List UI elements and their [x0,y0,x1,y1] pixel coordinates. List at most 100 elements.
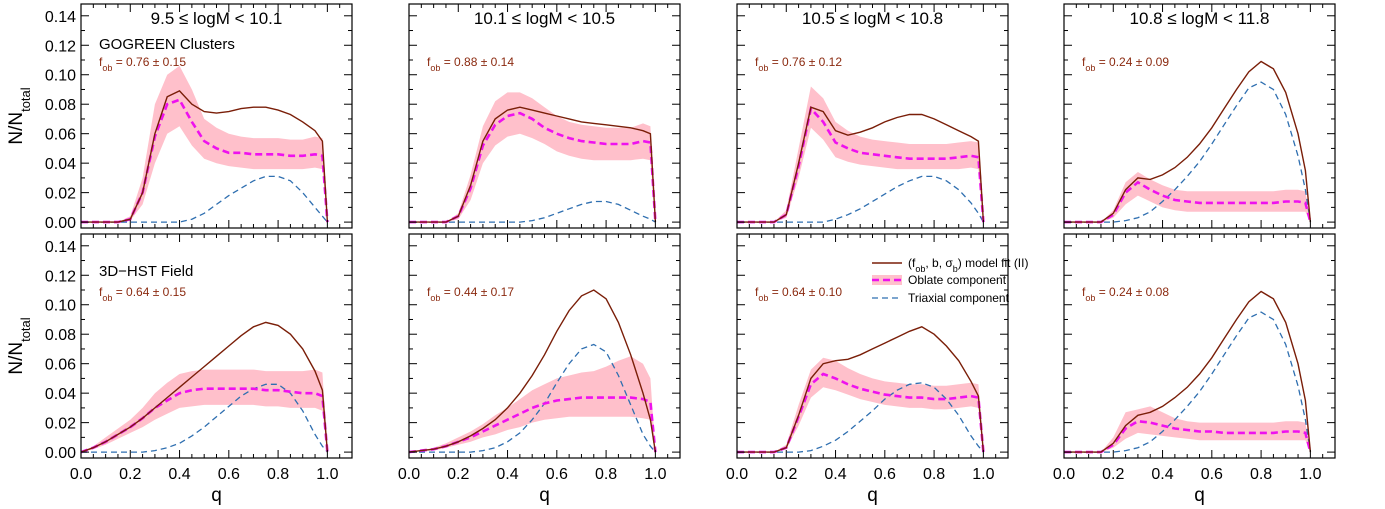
y-tick-label: 0.10 [45,68,76,85]
fob-sub: ob [430,293,440,303]
fob-f: f [1082,55,1086,69]
x-tick-label: 0.2 [1102,466,1124,483]
fob-annotation: fob = 0.44 ± 0.17 [427,285,514,303]
column-title: 9.5 ≤ logM < 10.1 [151,9,283,28]
fob-f: f [99,285,103,299]
panel-frame [736,3,1009,229]
oblate-band [409,92,656,223]
legend-oblate-label: Oblate component [908,273,1007,287]
triaxial-line [1064,311,1312,453]
x-tick-label: 0.8 [1250,466,1272,483]
y-tick-label: 0.04 [45,156,76,173]
fob-f: f [427,285,431,299]
fob-annotation: fob = 0.64 ± 0.10 [755,285,842,303]
panel-r1-c3: 0.0 0.2 0.4 0.6 0.8 1.0 q fob = 0.24 ± 0.08 [1053,233,1336,506]
x-tick-label: 1.0 [316,466,338,483]
triaxial-line [81,175,328,223]
legend-triaxial-label: Triaxial component [908,291,1010,305]
x-tick-label: 0.6 [546,466,568,483]
fob-value: = 0.64 ± 0.15 [112,285,186,299]
x-tick-label: 0.0 [70,466,92,483]
x-tick-label: 0.4 [168,466,190,483]
y-axis-label: N/Ntotal [6,317,33,374]
fob-annotation: fob = 0.76 ± 0.15 [99,55,186,73]
legend-model-sub1: ob [915,264,925,274]
y-tick-label: 0.06 [45,357,76,374]
fob-sub: ob [430,63,440,73]
triaxial-line [737,175,984,223]
x-tick-label: 0.6 [874,466,896,483]
fob-value: = 0.88 ± 0.14 [440,55,514,69]
legend-model-sub2: b [953,264,958,274]
fob-value: = 0.76 ± 0.15 [112,55,186,69]
fob-sub: ob [102,63,112,73]
fob-annotation: fob = 0.24 ± 0.08 [1082,285,1169,303]
column-title: 10.5 ≤ logM < 10.8 [802,9,943,28]
fob-annotation: fob = 0.88 ± 0.14 [427,55,514,73]
fob-sub: ob [1085,293,1095,303]
x-tick-label: 0.8 [595,466,617,483]
model-line [408,289,657,453]
oblate-band [81,369,328,453]
legend: (fob, b, σb) model fit (II)Oblate compon… [872,256,1028,305]
legend-model-tail: ) model fit (II) [958,256,1029,270]
y-axis-label-sub: total [18,87,33,112]
x-axis-label: q [1194,485,1205,506]
fob-value: = 0.24 ± 0.08 [1095,285,1169,299]
y-axis-label-main: N/N [6,342,27,375]
x-tick-label: 0.2 [775,466,797,483]
y-tick-label: 0.14 [45,9,76,26]
fob-sub: ob [1085,63,1095,73]
y-tick-label: 0.08 [45,327,76,344]
triaxial-line [737,382,984,453]
column-title: 10.8 ≤ logM < 11.8 [1130,9,1270,28]
row-label: GOGREEN Clusters [99,36,235,53]
y-tick-label: 0.14 [45,239,76,256]
x-tick-label: 0.0 [1053,466,1075,483]
triaxial-line [1064,81,1312,223]
fob-value: = 0.44 ± 0.17 [440,285,514,299]
x-tick-label: 0.2 [119,466,141,483]
fob-sub: ob [758,63,768,73]
triaxial-line [409,343,656,453]
legend-model-mid: , b, σ [925,256,953,270]
y-axis-label-main: N/N [6,112,27,145]
y-tick-label: 0.12 [45,268,76,285]
x-tick-label: 0.6 [218,466,240,483]
fob-f: f [755,285,759,299]
triaxial-line [81,383,328,453]
row-label: 3D−HST Field [99,263,193,280]
fob-annotation: fob = 0.76 ± 0.12 [755,55,842,73]
model-line [1064,60,1312,223]
oblate-line [1064,180,1312,224]
oblate-band [1064,172,1311,223]
x-tick-label: 0.4 [496,466,518,483]
oblate-band [81,65,328,223]
oblate-band [737,357,984,453]
panel-r0-c3: 10.8 ≤ logM < 11.8 fob = 0.24 ± 0.09 [1063,3,1336,229]
model-line [737,326,985,453]
model-line [80,321,329,453]
fob-value: = 0.76 ± 0.12 [768,55,842,69]
oblate-band [737,86,984,223]
fob-annotation: fob = 0.64 ± 0.15 [99,285,186,303]
y-axis-label-sub: total [18,317,33,342]
panel-frame [408,233,681,459]
legend-model-label: (fob, b, σb) model fit (II) [908,256,1028,274]
x-axis-label: q [539,485,550,506]
y-tick-label: 0.00 [45,445,76,462]
x-tick-label: 0.4 [1151,466,1173,483]
y-tick-label: 0.12 [45,38,76,55]
x-axis-label: q [867,485,878,506]
y-tick-label: 0.10 [45,298,76,315]
oblate-line [737,372,985,454]
x-tick-label: 0.4 [824,466,846,483]
fob-value: = 0.64 ± 0.10 [768,285,842,299]
y-tick-label: 0.08 [45,97,76,114]
panel-r1-c0: 0.0 0.2 0.4 0.6 0.8 1.0 q 0.00 0.02 0.04 0.06 0.08 0… [6,233,353,506]
y-tick-label: 0.02 [45,186,76,203]
x-tick-label: 0.8 [267,466,289,483]
x-tick-label: 0.0 [726,466,748,483]
fob-sub: ob [758,293,768,303]
